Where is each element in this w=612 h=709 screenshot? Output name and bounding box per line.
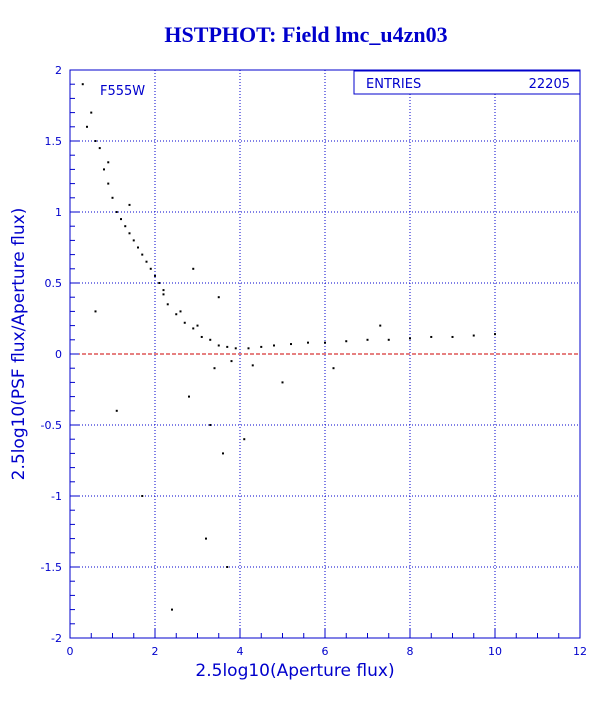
data-point <box>196 324 199 327</box>
data-point <box>171 608 173 611</box>
data-point <box>94 310 97 313</box>
data-point <box>166 303 169 306</box>
x-tick-labels: 0 2 4 6 8 10 12 <box>67 645 588 658</box>
data-point <box>209 424 212 426</box>
data-point <box>379 324 382 327</box>
data-point <box>307 341 309 344</box>
y-tick-label: 0.5 <box>45 277 63 290</box>
data-point <box>188 395 190 398</box>
data-point <box>234 347 237 350</box>
data-point <box>366 338 369 341</box>
data-point <box>103 168 105 171</box>
data-point <box>192 327 195 330</box>
data-point <box>111 196 114 199</box>
data-point <box>472 334 475 337</box>
data-point <box>430 335 433 338</box>
chart-title: HSTPHOT: Field lmc_u4zn03 <box>164 22 448 47</box>
y-tick-label: 0 <box>55 348 62 361</box>
data-point <box>226 566 229 568</box>
y-tick-label: 1.5 <box>45 135 63 148</box>
stats-entries-value: 22205 <box>529 77 570 92</box>
data-point <box>124 225 127 228</box>
y-tick-label: -0.5 <box>41 419 62 432</box>
data-point <box>205 537 207 540</box>
data-point <box>243 438 246 441</box>
x-tick-label: 0 <box>67 645 74 658</box>
data-point <box>409 337 411 340</box>
data-point <box>247 347 250 350</box>
data-point <box>192 267 195 270</box>
data-point <box>290 343 292 346</box>
y-tick-label: 1 <box>55 206 62 219</box>
data-point <box>226 345 229 348</box>
data-point <box>128 203 131 206</box>
data-point <box>132 239 135 242</box>
data-point <box>230 360 233 363</box>
data-point <box>115 409 118 412</box>
data-point <box>145 260 148 263</box>
data-point <box>141 253 144 256</box>
y-tick-label: 2 <box>55 64 62 77</box>
data-point <box>260 345 263 348</box>
data-point <box>141 495 144 497</box>
data-point <box>90 111 93 114</box>
data-point <box>81 83 84 86</box>
y-tick-labels: -2 -1.5 -1 -0.5 0 0.5 1 1.5 2 <box>41 64 62 645</box>
stats-entries-label: ENTRIES <box>366 77 421 92</box>
data-point <box>273 344 275 347</box>
data-point <box>154 274 156 277</box>
data-point <box>209 338 212 341</box>
data-point <box>217 344 220 347</box>
data-point <box>158 282 161 284</box>
data-point <box>137 246 139 249</box>
y-tick-label: -2 <box>51 632 62 645</box>
data-point <box>251 364 254 367</box>
y-tick-label: -1.5 <box>41 561 62 574</box>
data-point <box>162 293 165 296</box>
stats-box-frame <box>353 70 581 95</box>
data-point <box>200 335 203 338</box>
data-point <box>107 182 110 185</box>
data-point <box>107 161 110 164</box>
data-point <box>213 367 216 370</box>
x-axis-label: 2.5log10(Aperture flux) <box>195 661 394 681</box>
data-point <box>281 381 284 384</box>
data-point <box>98 147 101 150</box>
data-point <box>217 296 220 299</box>
data-point <box>222 452 224 455</box>
data-point <box>94 140 97 142</box>
x-tick-label: 8 <box>407 645 414 658</box>
axis-ticks <box>69 69 581 639</box>
data-point <box>183 321 186 324</box>
data-points <box>81 83 496 611</box>
data-point <box>175 313 178 316</box>
data-point <box>451 335 454 338</box>
y-tick-label: -1 <box>51 490 62 503</box>
x-tick-label: 6 <box>322 645 329 658</box>
data-point <box>149 267 152 270</box>
x-tick-label: 12 <box>573 645 587 658</box>
x-tick-label: 2 <box>152 645 159 658</box>
data-point <box>494 333 496 336</box>
data-point <box>345 340 348 343</box>
data-point <box>86 125 88 128</box>
data-point <box>332 367 335 370</box>
data-point <box>115 211 118 213</box>
filter-label: F555W <box>100 84 145 99</box>
data-point <box>324 341 326 344</box>
data-point <box>120 218 122 221</box>
data-point <box>387 338 390 341</box>
y-axis-label: 2.5log10(PSF flux/Aperture flux) <box>9 208 29 481</box>
data-point <box>179 310 182 313</box>
stats-box: ENTRIES 22205 <box>353 70 581 95</box>
data-point <box>162 289 165 292</box>
data-point <box>128 232 131 235</box>
x-tick-label: 4 <box>237 645 244 658</box>
x-tick-label: 10 <box>488 645 502 658</box>
